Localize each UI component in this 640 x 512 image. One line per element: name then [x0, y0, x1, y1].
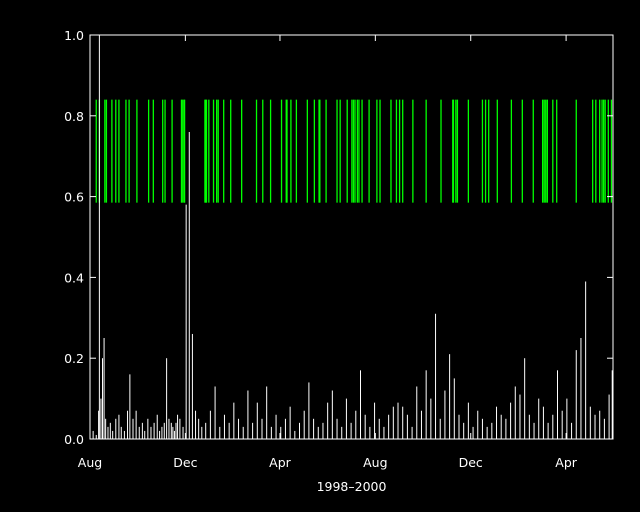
x-tick-label: Apr [269, 455, 291, 470]
event-markers [95, 99, 613, 203]
y-tick-label: 0.0 [64, 432, 84, 447]
x-tick-label: Aug [78, 455, 102, 470]
x-tick-label: Dec [173, 455, 197, 470]
y-tick-label: 0.6 [64, 190, 84, 205]
x-axis-label: 1998–2000 [317, 479, 387, 494]
x-tick-label: Dec [459, 455, 483, 470]
plot-frame [89, 34, 614, 440]
y-tick-label: 0.8 [64, 109, 84, 124]
data-series [92, 35, 613, 439]
y-tick-label: 0.2 [64, 351, 84, 366]
y-tick-label: 0.4 [64, 270, 84, 285]
y-tick-label: 1.0 [64, 28, 84, 43]
axes: 0.0 0.2 0.4 0.6 0.8 1.0 Aug Dec Apr Aug Dec Apr [64, 28, 614, 470]
x-tick-label: Apr [555, 455, 577, 470]
x-tick-label: Aug [363, 455, 387, 470]
axis-labels: 1998–2000 [317, 479, 387, 494]
